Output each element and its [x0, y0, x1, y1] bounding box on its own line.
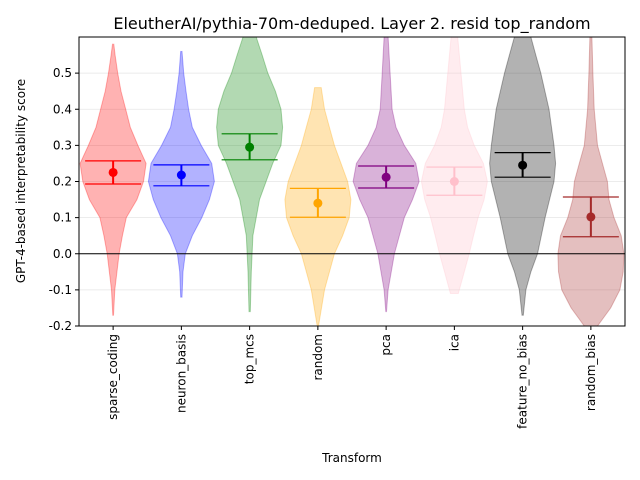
x-tick-label: sparse_coding [106, 334, 120, 420]
x-tick-label: random [311, 334, 325, 381]
x-tick-label: pca [379, 334, 393, 356]
x-tick-label: top_mcs [243, 334, 257, 384]
x-tick-label: feature_no_bias [516, 334, 530, 429]
y-tick-label: 0.2 [53, 175, 72, 189]
violin-top_mcs [216, 36, 284, 313]
mean-point-ica [449, 177, 459, 186]
mean-point-neuron_basis [176, 170, 186, 180]
y-tick-label: 0.1 [53, 211, 72, 225]
chart-title: EleutherAI/pythia-70m-deduped. Layer 2. … [113, 14, 590, 34]
mean-point-random_bias [586, 212, 596, 222]
y-tick-label: 0.0 [53, 247, 72, 261]
mean-point-top_mcs [245, 142, 255, 152]
mean-point-feature_no_bias [518, 160, 528, 170]
violin-ica [420, 36, 488, 295]
y-tick-label: -0.1 [49, 283, 72, 297]
y-tick-label: 0.3 [53, 138, 72, 152]
mean-point-pca [381, 172, 391, 182]
x-tick-label: neuron_basis [174, 334, 188, 413]
x-axis-label: Transform [321, 451, 382, 465]
x-tick-label: ica [447, 334, 461, 351]
mean-point-sparse_coding [108, 167, 118, 177]
y-axis-label: GPT-4-based interpretability score [14, 79, 28, 283]
x-axis: sparse_coding neuron_basis top_mcs random pc… [106, 326, 598, 429]
x-tick-label: random_bias [584, 334, 598, 411]
y-tick-label: 0.5 [53, 66, 72, 80]
error-bars [85, 133, 619, 238]
y-axis: -0.2 -0.1 0.0 0.1 0.2 0.3 0.4 0.5 [49, 66, 79, 333]
y-tick-label: 0.4 [53, 102, 72, 116]
y-tick-label: -0.2 [49, 319, 72, 333]
mean-point-random [313, 198, 323, 208]
